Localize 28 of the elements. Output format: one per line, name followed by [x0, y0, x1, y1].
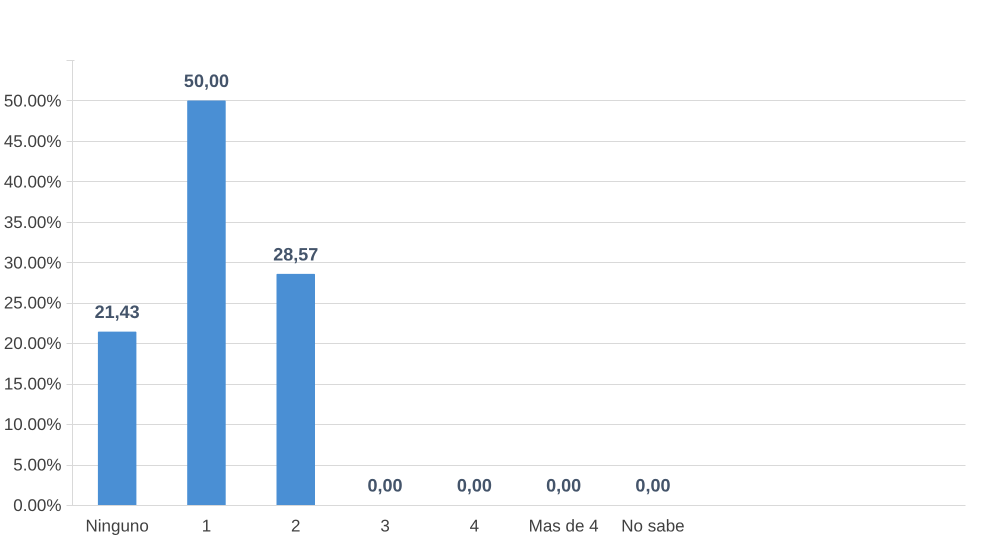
- y-tick-label: 30.00%: [4, 253, 62, 272]
- data-label: 0,00: [368, 476, 403, 496]
- y-tick-label: 25.00%: [4, 294, 62, 313]
- data-label: 0,00: [546, 476, 582, 496]
- y-tick-label: 20.00%: [4, 334, 62, 354]
- x-tick-label: 1: [202, 516, 212, 536]
- bar: [276, 274, 316, 506]
- data-label: 0,00: [635, 476, 670, 496]
- y-tick-label: 15.00%: [4, 374, 62, 394]
- x-tick-label: Mas de 4: [528, 516, 599, 536]
- data-label: 28,57: [273, 244, 318, 264]
- bar: [98, 332, 136, 506]
- y-tick-label: 10.00%: [4, 415, 62, 434]
- data-label: 21,43: [94, 302, 140, 322]
- y-tick-label: 0.00%: [13, 496, 62, 515]
- data-label: 50,00: [184, 70, 229, 91]
- x-tick-label: 3: [380, 516, 390, 536]
- y-tick-label: 40.00%: [4, 172, 62, 192]
- data-label: 0,00: [456, 476, 492, 496]
- y-tick-label: 35.00%: [4, 212, 62, 232]
- x-tick-label: Ninguno: [85, 516, 149, 536]
- y-tick-label: 45.00%: [4, 132, 62, 151]
- x-tick-label: 2: [291, 516, 300, 536]
- bar: [187, 100, 226, 506]
- x-tick-label: No sabe: [621, 516, 685, 536]
- x-tick-label: 4: [470, 516, 480, 536]
- y-tick-label: 50.00%: [4, 91, 62, 110]
- y-tick-label: 5.00%: [13, 456, 62, 475]
